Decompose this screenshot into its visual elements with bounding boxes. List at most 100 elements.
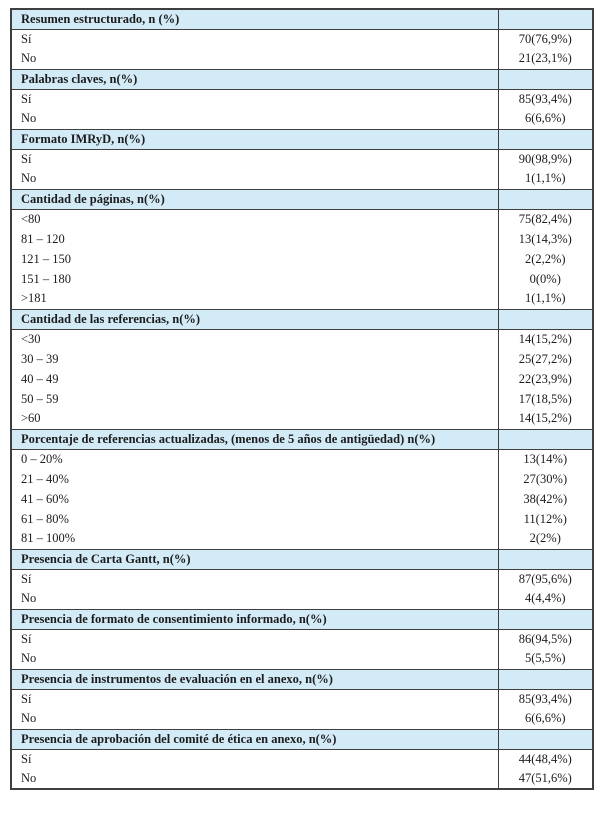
category-label: Sí: [11, 629, 499, 649]
section-header-label: Formato IMRyD, n(%): [11, 128, 499, 150]
table-row: Sí 44(48,4%): [11, 749, 593, 769]
value-cell: 1(1,1%): [498, 169, 593, 189]
value-cell: 85(93,4%): [498, 689, 593, 709]
value-cell: 14(15,2%): [498, 329, 593, 349]
value-cell: 14(15,2%): [498, 409, 593, 429]
section-header-label: Presencia de Carta Gantt, n(%): [11, 548, 499, 570]
value-cell: 4(4,4%): [498, 589, 593, 609]
section-header-empty-cell: [498, 728, 593, 750]
value-cell: 85(93,4%): [498, 89, 593, 109]
category-label: No: [11, 109, 499, 129]
value-cell: 0(0%): [498, 269, 593, 289]
table-row: 81 – 120 13(14,3%): [11, 229, 593, 249]
category-label: No: [11, 709, 499, 729]
section-header-label: Presencia de instrumentos de evaluación …: [11, 668, 499, 690]
category-label: <80: [11, 209, 499, 229]
category-label: Sí: [11, 29, 499, 49]
table-row: 121 – 150 2(2,2%): [11, 249, 593, 269]
section-header-empty-cell: [498, 608, 593, 630]
value-cell: 87(95,6%): [498, 569, 593, 589]
category-label: 61 – 80%: [11, 509, 499, 529]
table-row: 0 – 20% 13(14%): [11, 449, 593, 469]
value-cell: 70(76,9%): [498, 29, 593, 49]
value-cell: 21(23,1%): [498, 49, 593, 69]
value-cell: 11(12%): [498, 509, 593, 529]
value-cell: 44(48,4%): [498, 749, 593, 769]
table-body: Resumen estructurado, n (%) Sí 70(76,9%) No…: [11, 8, 593, 789]
table-row: 21 – 40% 27(30%): [11, 469, 593, 489]
section-header-row: Cantidad de páginas, n(%): [11, 188, 593, 210]
category-label: No: [11, 589, 499, 609]
value-cell: 47(51,6%): [498, 769, 593, 789]
table-row: No 5(5,5%): [11, 649, 593, 669]
section-header-empty-cell: [498, 428, 593, 450]
section-header-label: Presencia de formato de consentimiento i…: [11, 608, 499, 630]
section-header-row: Resumen estructurado, n (%): [11, 8, 593, 30]
category-label: 121 – 150: [11, 249, 499, 269]
value-cell: 6(6,6%): [498, 109, 593, 129]
value-cell: 22(23,9%): [498, 369, 593, 389]
table-row: Sí 90(98,9%): [11, 149, 593, 169]
table-row: Sí 70(76,9%): [11, 29, 593, 49]
section-header-row: Presencia de Carta Gantt, n(%): [11, 548, 593, 570]
section-header-empty-cell: [498, 188, 593, 210]
category-label: 41 – 60%: [11, 489, 499, 509]
category-label: Sí: [11, 89, 499, 109]
value-cell: 2(2,2%): [498, 249, 593, 269]
table-row: 61 – 80% 11(12%): [11, 509, 593, 529]
value-cell: 2(2%): [498, 529, 593, 549]
category-label: 151 – 180: [11, 269, 499, 289]
statistics-table: Resumen estructurado, n (%) Sí 70(76,9%) No…: [10, 8, 594, 790]
value-cell: 75(82,4%): [498, 209, 593, 229]
section-header-label: Porcentaje de referencias actualizadas, …: [11, 428, 499, 450]
value-cell: 90(98,9%): [498, 149, 593, 169]
table-row: >181 1(1,1%): [11, 289, 593, 309]
category-label: 40 – 49: [11, 369, 499, 389]
section-header-row: Porcentaje de referencias actualizadas, …: [11, 428, 593, 450]
value-cell: 1(1,1%): [498, 289, 593, 309]
section-header-label: Presencia de aprobación del comité de ét…: [11, 728, 499, 750]
section-header-label: Cantidad de páginas, n(%): [11, 188, 499, 210]
category-label: 50 – 59: [11, 389, 499, 409]
category-label: 81 – 120: [11, 229, 499, 249]
category-label: Sí: [11, 689, 499, 709]
value-cell: 13(14,3%): [498, 229, 593, 249]
table-row: 151 – 180 0(0%): [11, 269, 593, 289]
category-label: 0 – 20%: [11, 449, 499, 469]
category-label: 21 – 40%: [11, 469, 499, 489]
table-row: 81 – 100% 2(2%): [11, 529, 593, 549]
category-label: <30: [11, 329, 499, 349]
table-row: 41 – 60% 38(42%): [11, 489, 593, 509]
table-row: >60 14(15,2%): [11, 409, 593, 429]
section-header-row: Presencia de instrumentos de evaluación …: [11, 668, 593, 690]
table-row: No 1(1,1%): [11, 169, 593, 189]
table-row: Sí 86(94,5%): [11, 629, 593, 649]
section-header-row: Palabras claves, n(%): [11, 68, 593, 90]
section-header-label: Cantidad de las referencias, n(%): [11, 308, 499, 330]
category-label: Sí: [11, 749, 499, 769]
value-cell: 25(27,2%): [498, 349, 593, 369]
section-header-empty-cell: [498, 8, 593, 30]
table-row: No 6(6,6%): [11, 109, 593, 129]
section-header-empty-cell: [498, 308, 593, 330]
section-header-row: Cantidad de las referencias, n(%): [11, 308, 593, 330]
table-row: 40 – 49 22(23,9%): [11, 369, 593, 389]
section-header-empty-cell: [498, 668, 593, 690]
value-cell: 27(30%): [498, 469, 593, 489]
value-cell: 6(6,6%): [498, 709, 593, 729]
section-header-row: Formato IMRyD, n(%): [11, 128, 593, 150]
table-row: <30 14(15,2%): [11, 329, 593, 349]
category-label: No: [11, 169, 499, 189]
category-label: >60: [11, 409, 499, 429]
section-header-label: Palabras claves, n(%): [11, 68, 499, 90]
category-label: Sí: [11, 149, 499, 169]
category-label: No: [11, 49, 499, 69]
section-header-empty-cell: [498, 68, 593, 90]
value-cell: 5(5,5%): [498, 649, 593, 669]
section-header-empty-cell: [498, 128, 593, 150]
category-label: No: [11, 649, 499, 669]
category-label: 30 – 39: [11, 349, 499, 369]
category-label: Sí: [11, 569, 499, 589]
table-row: No 4(4,4%): [11, 589, 593, 609]
table-row: No 6(6,6%): [11, 709, 593, 729]
